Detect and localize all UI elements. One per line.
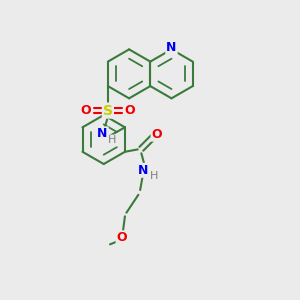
Text: N: N bbox=[166, 41, 177, 54]
Text: O: O bbox=[80, 104, 91, 117]
Text: S: S bbox=[103, 103, 113, 118]
Text: N: N bbox=[97, 128, 108, 140]
Text: H: H bbox=[150, 171, 158, 181]
Text: N: N bbox=[138, 164, 148, 177]
Text: O: O bbox=[125, 104, 135, 117]
Text: H: H bbox=[108, 135, 116, 146]
Text: O: O bbox=[117, 231, 127, 244]
Text: O: O bbox=[152, 128, 162, 141]
